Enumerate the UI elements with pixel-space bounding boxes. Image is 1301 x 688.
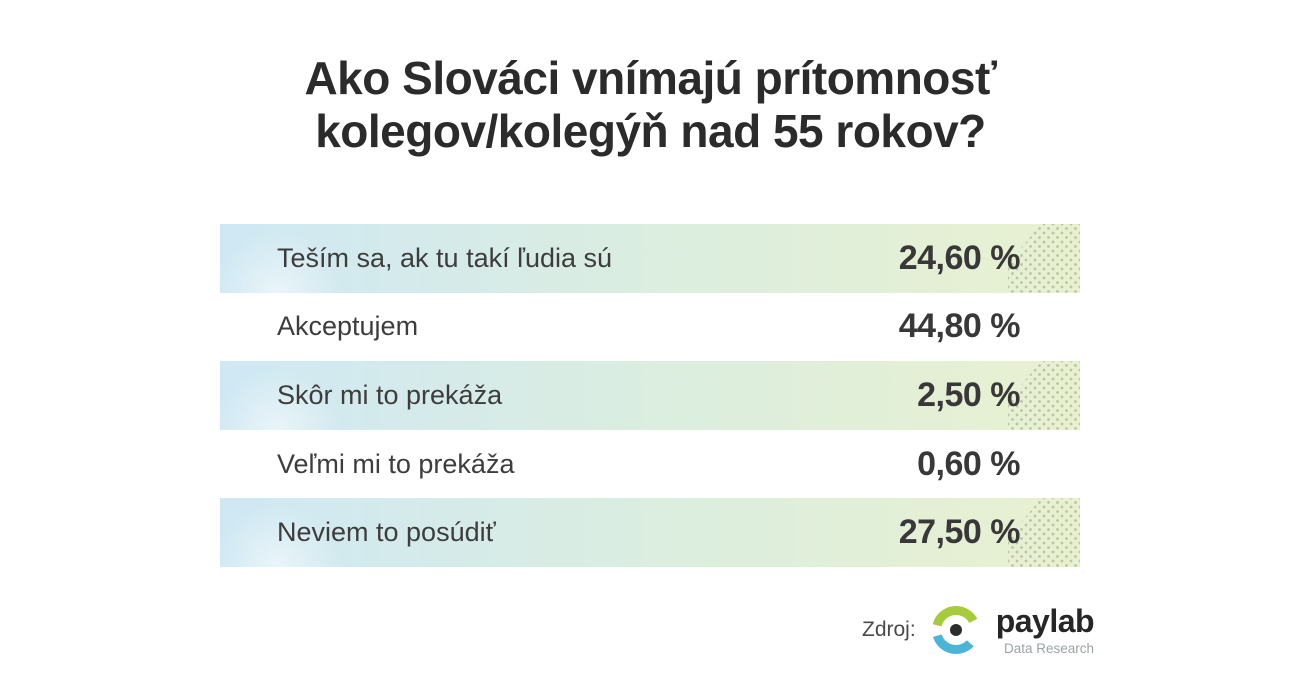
table-row: Akceptujem 44,80 % bbox=[220, 293, 1080, 362]
brand-subtitle: Data Research bbox=[1004, 640, 1095, 656]
answer-value: 27,50 % bbox=[898, 513, 1021, 552]
answer-value: 2,50 % bbox=[917, 375, 1020, 414]
table-row: Teším sa, ak tu takí ľudia sú 24,60 % bbox=[212, 224, 1080, 360]
answer-label: Teším sa, ak tu takí ľudia sú bbox=[277, 242, 613, 273]
paylab-logo-icon bbox=[931, 605, 981, 655]
page-title-line2: kolegov/kolegýň nad 55 rokov? bbox=[315, 105, 986, 157]
answer-value: 44,80 % bbox=[898, 307, 1021, 346]
answer-label: Veľmi mi to prekáža bbox=[277, 448, 515, 479]
table-row: Neviem to posúdiť 27,50 % bbox=[212, 498, 1080, 634]
table-row: Skôr mi to prekáža 2,50 % bbox=[212, 361, 1080, 497]
results-table: Teším sa, ak tu takí ľudia sú 24,60 % Ak… bbox=[212, 224, 1080, 634]
answer-value: 0,60 % bbox=[917, 444, 1020, 483]
source-attribution: Zdroj: paylab Data Research bbox=[862, 601, 1095, 659]
logo-center-dot-icon bbox=[949, 624, 962, 636]
brand-text-block: paylab Data Research bbox=[995, 602, 1095, 656]
answer-value: 24,60 % bbox=[898, 238, 1021, 277]
answer-label: Skôr mi to prekáža bbox=[277, 379, 503, 410]
source-label: Zdroj: bbox=[862, 618, 916, 641]
brand-name: paylab bbox=[995, 602, 1095, 639]
page-title-line1: Ako Slováci vnímajú prítomnosť bbox=[304, 52, 997, 104]
page-title: Ako Slováci vnímajú prítomnosť kolegov/k… bbox=[0, 52, 1301, 158]
answer-label: Neviem to posúdiť bbox=[277, 517, 496, 548]
table-row: Veľmi mi to prekáža 0,60 % bbox=[220, 430, 1080, 499]
answer-label: Akceptujem bbox=[277, 311, 419, 342]
